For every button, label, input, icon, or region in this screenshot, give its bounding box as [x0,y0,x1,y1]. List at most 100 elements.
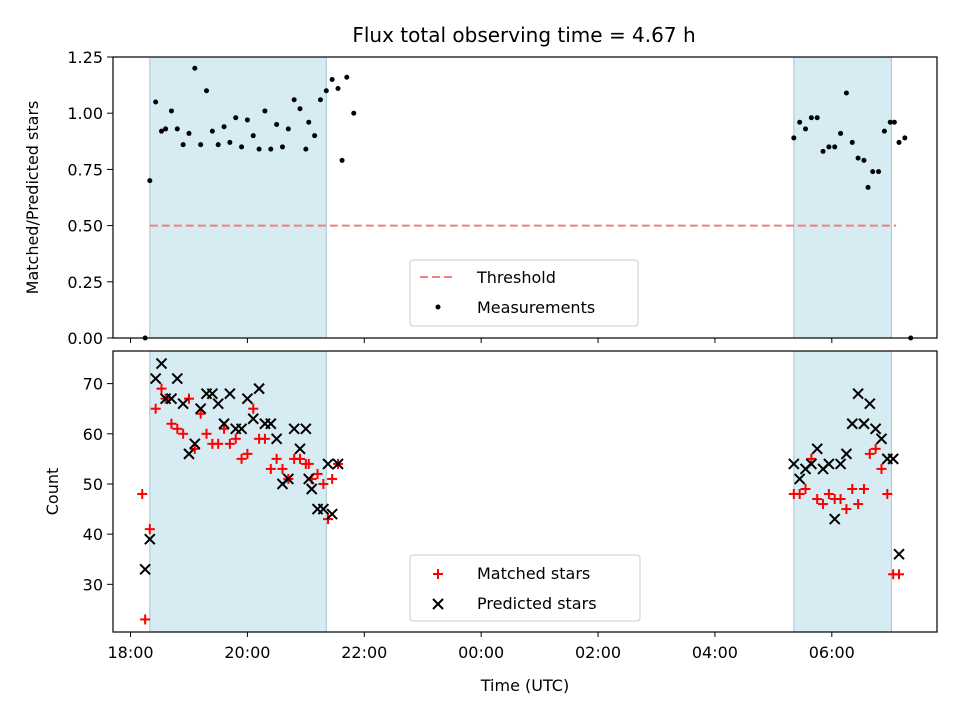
predicted-star-point [317,503,330,515]
measurement-point [870,169,876,175]
bottom-ytick-label: 70 [83,375,103,394]
predicted-star-point [218,418,230,430]
top-axes-frame [112,56,938,339]
predicted-star-point [265,418,277,430]
predicted-star-point-b [253,382,265,395]
predicted-star-point-b [206,387,219,400]
legend-measurements-swatch [435,304,441,310]
predicted-star-point [887,453,899,465]
predicted-star-point-b [144,533,156,545]
legend-measurements-label: Measurements [477,298,595,317]
measurement-point [227,139,233,145]
predicted-star-point-b [805,458,818,470]
predicted-star-point [139,563,151,575]
matched-star-point [806,453,817,464]
predicted-star-point-b [189,438,201,450]
matched-star-point [823,489,834,500]
predicted-star-point-b [194,402,207,415]
predicted-star-point-b [300,423,312,435]
matched-star-point [327,473,338,484]
predicted-star-point [189,438,201,450]
predicted-star-point-b [224,387,236,400]
matched-star-point [201,428,212,439]
measurement-point [826,144,832,150]
measurement-point [153,99,159,105]
measurement-point [221,124,227,130]
predicted-star-point-b [165,392,178,405]
measurement-point [268,146,274,152]
measurement-point [239,144,245,150]
matched-star-point [894,569,905,580]
bottom-legend-box [409,554,641,622]
measurement-point [297,106,303,112]
predicted-star-point [303,473,315,485]
predicted-star-point-b [171,372,183,385]
predicted-star-point [875,433,888,445]
predicted-star-point-b [265,418,277,430]
predicted-star-point [805,458,818,470]
matched-star-point [312,468,323,479]
measurement-point [849,139,855,145]
matched-star-point [213,438,224,449]
measurement-point [814,115,820,121]
measurement-point [791,135,797,141]
predicted-star-point [224,387,236,400]
measurement-point [803,126,809,132]
predicted-star-point [834,458,847,470]
legend-threshold-label: Threshold [476,268,556,287]
measurement-point [285,126,291,132]
matched-star-point [140,614,151,625]
measurement-point [163,126,169,132]
predicted-star-point-b [139,563,151,575]
predicted-star-point-b [840,448,853,460]
measurement-point [832,144,838,150]
top-ytick-label: 0.25 [67,273,103,292]
measurement-point [335,85,341,91]
legend-predicted-swatch [432,598,444,610]
predicted-star-point-b [282,473,295,485]
predicted-star-point [144,533,156,545]
predicted-star-point [840,448,853,460]
measurement-point [192,65,198,71]
observing-window-1 [149,350,327,633]
predicted-star-point-b [869,423,882,435]
bottom-xtick-label: 22:00 [341,643,387,662]
predicted-star-point-b [294,443,306,455]
predicted-star-point-b [887,453,899,465]
predicted-star-point [864,397,876,410]
matched-star-point [166,418,177,429]
predicted-star-point [235,423,248,435]
predicted-star-point-b [247,413,259,425]
matched-star-point [800,483,811,494]
predicted-star-point [893,548,905,560]
bottom-ylabel: Count [43,468,62,516]
predicted-star-point [326,508,338,520]
predicted-star-point [155,357,168,370]
predicted-star-point [829,513,841,525]
predicted-star-point-b [322,458,334,470]
top-ylabel: Matched/Predicted stars [23,101,42,295]
matched-star-point [230,433,241,444]
bottom-xlabel: Time (UTC) [480,676,569,695]
matched-star-point [864,448,875,459]
predicted-star-point-b [218,418,230,430]
observing-window-2 [793,56,892,339]
bottom-xtick-label: 00:00 [458,643,504,662]
measurement-point [838,130,844,136]
matched-star-point [303,458,314,469]
measurement-point [902,135,908,141]
predicted-star-point-b [834,458,847,470]
matched-star-point [271,453,282,464]
predicted-star-point-b [811,443,823,455]
measurement-point [351,110,357,116]
top-legend: Threshold Measurements [409,259,639,327]
matched-star-point [794,489,805,500]
measurement-point [339,157,345,163]
measurement-point [317,97,323,103]
predicted-star-point [194,402,207,415]
predicted-star-point-b [212,397,224,410]
matched-star-point [242,448,253,459]
measurement-point [876,169,882,175]
predicted-star-point-b [305,483,318,495]
